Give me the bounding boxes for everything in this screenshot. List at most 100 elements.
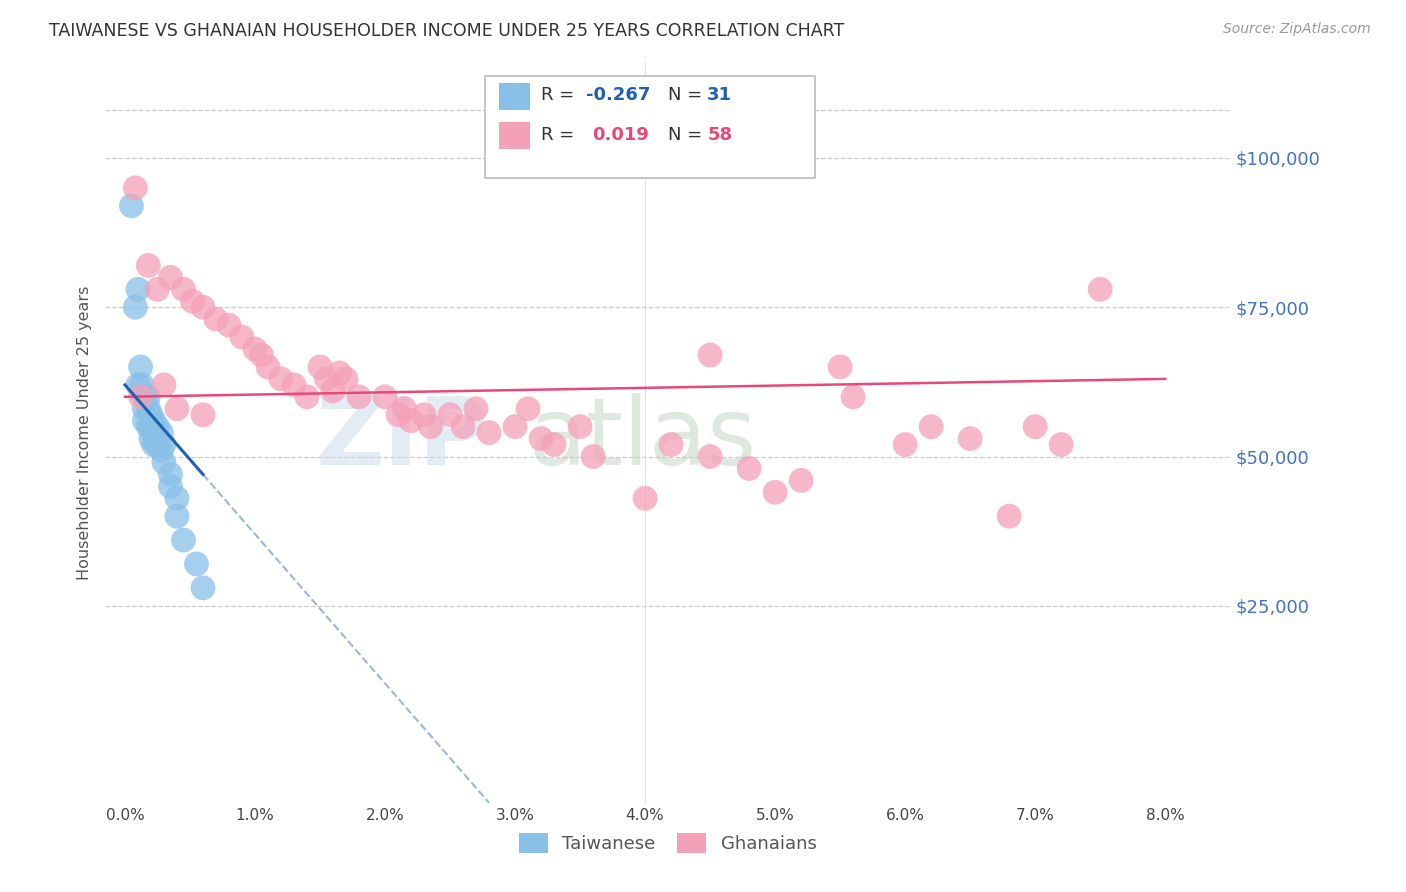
Point [139, 432, 162, 446]
Point [387, 408, 409, 422]
Point [763, 485, 786, 500]
Point [127, 377, 149, 392]
Text: ZIP: ZIP [316, 392, 489, 484]
Point [1024, 419, 1046, 434]
Point [231, 330, 253, 344]
Point [790, 474, 813, 488]
Point [399, 414, 422, 428]
Point [243, 342, 266, 356]
Point [419, 419, 441, 434]
Point [347, 390, 370, 404]
Text: R =: R = [541, 87, 581, 104]
Point [335, 372, 357, 386]
Point [218, 318, 240, 333]
Point [582, 450, 605, 464]
Point [166, 401, 188, 416]
Point [920, 419, 942, 434]
Text: N =: N = [668, 87, 707, 104]
Point [699, 450, 721, 464]
Point [172, 282, 194, 296]
Point [205, 312, 228, 326]
Point [543, 437, 565, 451]
Point [295, 390, 318, 404]
Point [315, 372, 337, 386]
Point [181, 294, 204, 309]
Point [569, 419, 592, 434]
Text: 0.019: 0.019 [592, 126, 648, 144]
Point [465, 401, 488, 416]
Point [138, 419, 160, 434]
Point [374, 390, 396, 404]
Text: -0.267: -0.267 [586, 87, 651, 104]
Text: atlas: atlas [529, 392, 756, 484]
Point [129, 359, 152, 374]
Point [328, 366, 350, 380]
Point [142, 425, 165, 440]
Point [413, 408, 436, 422]
Point [738, 461, 761, 475]
Point [146, 437, 169, 451]
Y-axis label: Householder Income Under 25 years: Householder Income Under 25 years [77, 285, 93, 580]
Text: R =: R = [541, 126, 586, 144]
Text: 58: 58 [707, 126, 733, 144]
Point [250, 348, 273, 362]
Point [124, 300, 146, 314]
Point [129, 390, 152, 404]
Point [283, 377, 305, 392]
Point [150, 425, 173, 440]
Point [134, 414, 156, 428]
Legend: Taiwanese, Ghanaians: Taiwanese, Ghanaians [512, 826, 824, 861]
Point [186, 557, 208, 571]
Point [159, 467, 181, 482]
Point [257, 359, 280, 374]
Text: TAIWANESE VS GHANAIAN HOUSEHOLDER INCOME UNDER 25 YEARS CORRELATION CHART: TAIWANESE VS GHANAIAN HOUSEHOLDER INCOME… [49, 22, 845, 40]
Point [191, 300, 214, 314]
Point [153, 455, 176, 469]
Point [159, 270, 181, 285]
Point [503, 419, 526, 434]
Point [134, 390, 156, 404]
Point [146, 419, 169, 434]
Point [998, 509, 1021, 524]
Point [659, 437, 682, 451]
Point [830, 359, 852, 374]
Point [146, 282, 169, 296]
Point [842, 390, 865, 404]
Text: N =: N = [668, 126, 707, 144]
Point [139, 419, 162, 434]
Point [120, 199, 142, 213]
Point [517, 401, 540, 416]
Point [138, 390, 160, 404]
Point [142, 437, 165, 451]
Point [634, 491, 657, 506]
Point [478, 425, 501, 440]
Point [131, 377, 153, 392]
Point [138, 401, 160, 416]
Point [153, 437, 176, 451]
Point [142, 414, 165, 428]
Point [159, 479, 181, 493]
Point [166, 509, 188, 524]
Point [394, 401, 416, 416]
Point [134, 401, 156, 416]
Point [309, 359, 332, 374]
Point [894, 437, 917, 451]
Point [451, 419, 474, 434]
Point [172, 533, 194, 547]
Text: Source: ZipAtlas.com: Source: ZipAtlas.com [1223, 22, 1371, 37]
Point [124, 181, 146, 195]
Point [153, 377, 176, 392]
Point [138, 259, 160, 273]
Text: 31: 31 [707, 87, 733, 104]
Point [530, 432, 553, 446]
Point [270, 372, 292, 386]
Point [191, 581, 214, 595]
Point [191, 408, 214, 422]
Point [322, 384, 344, 398]
Point [150, 443, 173, 458]
Point [1090, 282, 1112, 296]
Point [1050, 437, 1073, 451]
Point [439, 408, 461, 422]
Point [127, 282, 149, 296]
Point [699, 348, 721, 362]
